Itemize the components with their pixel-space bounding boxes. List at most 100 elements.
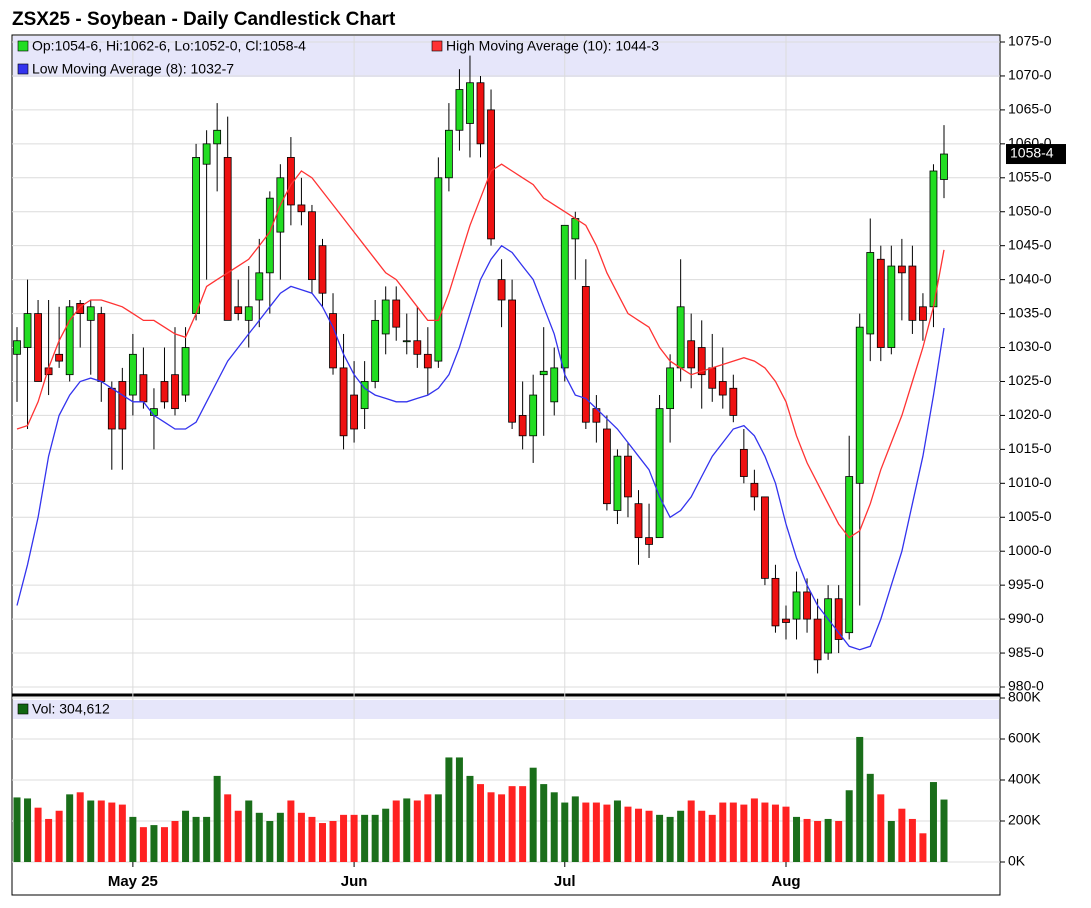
candle-body: [160, 381, 169, 403]
volume-bar: [445, 757, 453, 862]
y-tick-label: 1040-0: [1008, 270, 1052, 286]
candle-body: [571, 218, 580, 240]
last-price-label: 1058-4: [1010, 145, 1054, 161]
volume-bar: [550, 792, 558, 862]
candle-body: [139, 374, 148, 403]
candle-body: [350, 394, 358, 430]
volume-legend-band: [13, 700, 999, 719]
volume-bar: [466, 775, 474, 862]
candle-body: [929, 170, 938, 308]
volume-bar: [24, 798, 32, 862]
volume-bar: [582, 802, 590, 862]
volume-bar: [350, 814, 358, 862]
volume-bar: [118, 804, 126, 862]
legend-text: Op:1054-6, Hi:1062-6, Lo:1052-0, Cl:1058…: [32, 38, 306, 54]
volume-bar: [814, 821, 822, 862]
volume-bar: [771, 804, 779, 862]
volume-bar: [687, 800, 695, 862]
volume-bar: [719, 802, 727, 862]
candle-body: [65, 306, 74, 376]
volume-bar: [908, 818, 916, 862]
volume-bar: [413, 800, 421, 862]
legend-text: Low Moving Average (8): 1032-7: [32, 61, 234, 77]
candle-body: [876, 258, 885, 348]
volume-bar: [160, 827, 168, 862]
candle-body: [624, 455, 632, 498]
y-tick-label: 1030-0: [1008, 338, 1052, 354]
y-tick-label: 1000-0: [1008, 542, 1052, 558]
legend-text: Vol: 304,612: [32, 701, 110, 717]
chart-frame: [11, 34, 1001, 896]
volume-bar: [318, 823, 326, 862]
candle-body: [782, 618, 790, 623]
volume-bar: [793, 816, 801, 862]
volume-bar: [603, 804, 611, 862]
volume-bar: [782, 806, 790, 862]
volume-bar: [203, 816, 211, 862]
candle-body: [381, 299, 390, 335]
candle-body: [750, 482, 759, 498]
candle-body: [497, 279, 506, 301]
volume-bar: [392, 800, 400, 862]
candle-body: [645, 537, 653, 545]
candle-body: [866, 252, 875, 335]
candle-body: [13, 340, 21, 355]
candle-body: [739, 448, 748, 477]
volume-bar: [234, 810, 242, 862]
volume-bar: [340, 814, 348, 862]
labels-layer: 1075-01070-01065-01060-01055-01050-01045…: [17, 33, 1066, 890]
volume-bar: [34, 807, 42, 862]
y-tick-label: 1065-0: [1008, 101, 1052, 117]
y-tick-label: 1050-0: [1008, 202, 1052, 218]
volume-bar: [677, 810, 685, 862]
volume-bar: [434, 794, 442, 862]
candle-body: [803, 591, 811, 620]
volume-bar: [561, 802, 569, 862]
candle-body: [423, 353, 432, 369]
candle-body: [444, 129, 453, 179]
candle-body: [518, 415, 527, 437]
candle-body: [402, 340, 411, 343]
volume-bar: [45, 818, 53, 862]
volume-bar: [835, 821, 843, 862]
y2-tick-label: 200K: [1008, 812, 1041, 828]
candle-body: [761, 496, 769, 579]
legend-swatch: [17, 40, 29, 52]
volume-bar: [866, 773, 874, 862]
volume-bar: [919, 833, 927, 862]
candle-body: [666, 367, 675, 410]
legend-swatch: [17, 703, 29, 715]
volume-bar: [13, 797, 21, 862]
candle-body: [845, 476, 854, 634]
volume-bar: [308, 816, 316, 862]
y-tick-label: 1055-0: [1008, 168, 1052, 184]
candle-body: [265, 197, 274, 274]
candle-body: [697, 347, 706, 376]
candle-body: [434, 177, 443, 362]
candle-body: [687, 340, 696, 369]
volume-bar: [477, 784, 484, 862]
volume-bar: [287, 800, 295, 862]
volume-bar: [519, 786, 527, 862]
volume-bar: [613, 800, 621, 862]
volume-bar: [455, 757, 463, 862]
volume-bar: [698, 810, 706, 862]
volume-bar: [856, 736, 864, 862]
volume-bar: [424, 794, 432, 862]
candle-body: [255, 272, 264, 301]
candle-body: [771, 577, 780, 627]
candle-body: [487, 109, 495, 240]
candle-body: [855, 326, 864, 484]
candle-body: [560, 224, 569, 369]
legend-swatch: [431, 40, 443, 52]
y2-tick-label: 600K: [1008, 730, 1041, 746]
candle-body: [529, 394, 538, 437]
candle-body: [813, 618, 822, 661]
y-tick-label: 985-0: [1008, 644, 1044, 660]
candle-body: [729, 387, 738, 416]
candle-body: [23, 313, 32, 348]
volume-bar: [108, 802, 116, 862]
candle-body: [244, 306, 253, 321]
volume-bar: [403, 798, 411, 862]
y-tick-label: 1075-0: [1008, 33, 1052, 49]
